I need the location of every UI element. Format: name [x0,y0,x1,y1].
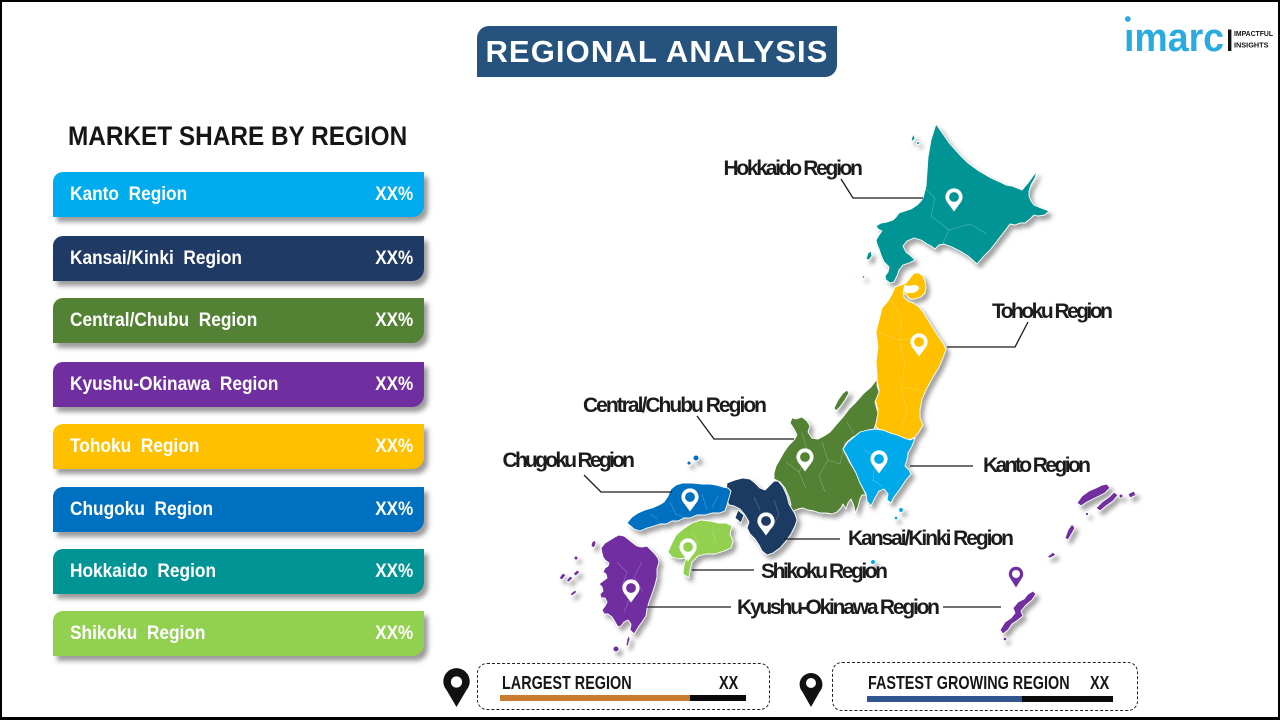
svg-text:Kansai/Kinki Region: Kansai/Kinki Region [848,527,1014,550]
svg-text:Shikoku Region: Shikoku Region [761,560,888,583]
svg-text:Central/Chubu Region: Central/Chubu Region [583,394,767,417]
svg-text:Tohoku Region: Tohoku Region [992,300,1113,323]
svg-text:INSIGHTS: INSIGHTS [1234,41,1269,50]
svg-text:IMPACTFUL: IMPACTFUL [1234,29,1273,38]
svg-text:ımarc: ımarc [1124,16,1224,58]
svg-text:Kanto Region: Kanto Region [983,454,1091,477]
svg-text:Hokkaido Region: Hokkaido Region [724,157,864,180]
svg-text:Chugoku Region: Chugoku Region [503,449,636,472]
svg-text:Kyushu-Okinawa Region: Kyushu-Okinawa Region [737,596,940,619]
